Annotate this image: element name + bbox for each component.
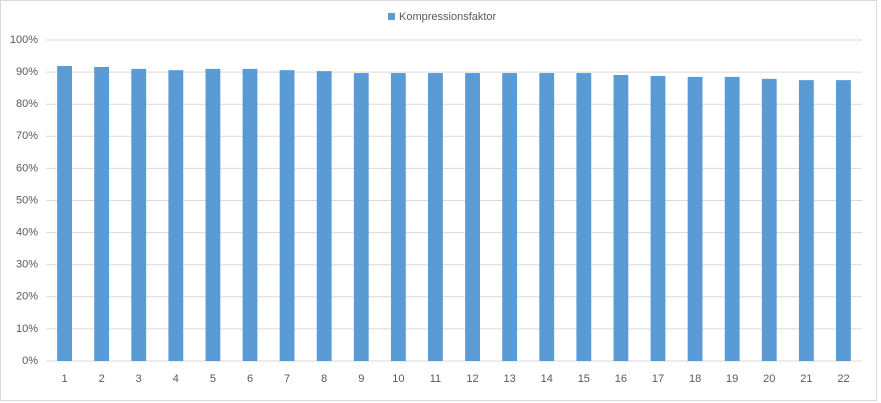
y-tick-label: 0% bbox=[22, 355, 38, 367]
x-tick-label: 18 bbox=[689, 373, 701, 385]
bar bbox=[353, 73, 369, 362]
y-tick-label: 50% bbox=[16, 194, 38, 206]
x-tick-label: 17 bbox=[652, 373, 664, 385]
bar bbox=[613, 74, 629, 361]
bar bbox=[576, 73, 592, 362]
x-tick-label: 8 bbox=[321, 373, 327, 385]
x-tick-label: 16 bbox=[615, 373, 627, 385]
x-tick-label: 7 bbox=[284, 373, 290, 385]
bar bbox=[390, 73, 406, 362]
y-tick-label: 30% bbox=[16, 259, 38, 271]
bar bbox=[279, 70, 295, 361]
x-tick-label: 4 bbox=[173, 373, 179, 385]
x-tick-label: 2 bbox=[99, 373, 105, 385]
y-tick-label: 10% bbox=[16, 323, 38, 335]
bar bbox=[242, 68, 258, 361]
bar bbox=[168, 70, 184, 361]
x-tick-label: 19 bbox=[726, 373, 738, 385]
x-tick-label: 10 bbox=[392, 373, 404, 385]
bar bbox=[539, 73, 555, 362]
bar bbox=[205, 68, 221, 361]
bar bbox=[131, 68, 147, 361]
bar bbox=[798, 80, 814, 361]
x-tick-label: 6 bbox=[247, 373, 253, 385]
x-tick-label: 14 bbox=[541, 373, 553, 385]
bar bbox=[836, 80, 851, 361]
y-tick-label: 60% bbox=[16, 162, 38, 174]
bar bbox=[465, 73, 480, 362]
x-tick-label: 13 bbox=[504, 373, 516, 385]
y-tick-label: 90% bbox=[16, 66, 38, 78]
bar bbox=[94, 66, 110, 362]
x-tick-label: 11 bbox=[430, 373, 441, 385]
bar bbox=[687, 76, 703, 361]
bar bbox=[57, 66, 72, 361]
x-tick-label: 22 bbox=[837, 373, 849, 385]
x-tick-label: 15 bbox=[578, 373, 590, 385]
bar bbox=[316, 71, 332, 362]
legend-swatch bbox=[388, 13, 395, 20]
bar bbox=[724, 76, 740, 361]
x-tick-label: 20 bbox=[763, 373, 775, 385]
y-tick-label: 40% bbox=[16, 227, 38, 239]
y-tick-label: 100% bbox=[10, 34, 38, 46]
bar bbox=[502, 73, 518, 362]
x-tick-label: 5 bbox=[210, 373, 216, 385]
y-tick-label: 80% bbox=[16, 98, 38, 110]
bar bbox=[761, 78, 777, 361]
x-tick-label: 9 bbox=[358, 373, 364, 385]
y-tick-label: 20% bbox=[16, 291, 38, 303]
y-tick-label: 70% bbox=[16, 130, 38, 142]
bar bbox=[428, 73, 443, 362]
x-tick-label: 1 bbox=[61, 373, 67, 385]
legend-label: Kompressionsfaktor bbox=[399, 11, 497, 23]
x-tick-label: 21 bbox=[800, 373, 812, 385]
bar bbox=[650, 75, 666, 362]
x-tick-label: 12 bbox=[466, 373, 478, 385]
x-tick-label: 3 bbox=[136, 373, 142, 385]
